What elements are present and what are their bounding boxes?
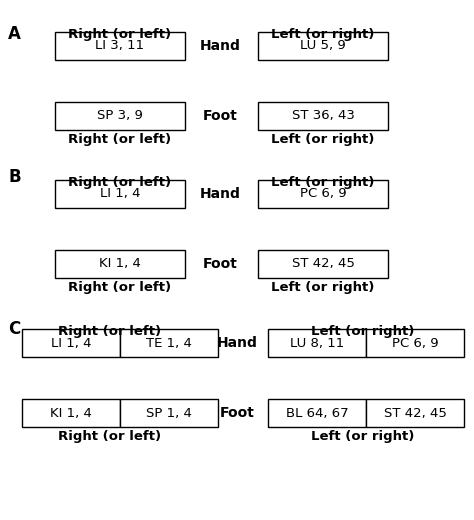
FancyBboxPatch shape (55, 32, 185, 60)
FancyBboxPatch shape (258, 32, 388, 60)
Text: B: B (8, 168, 21, 186)
Text: Right (or left): Right (or left) (68, 133, 172, 146)
Text: Hand: Hand (217, 336, 257, 350)
Text: TE 1, 4: TE 1, 4 (146, 336, 192, 349)
FancyBboxPatch shape (366, 329, 464, 357)
Text: LU 8, 11: LU 8, 11 (290, 336, 344, 349)
FancyBboxPatch shape (268, 399, 366, 427)
Text: LI 1, 4: LI 1, 4 (100, 188, 140, 201)
Text: Hand: Hand (200, 187, 240, 201)
Text: Left (or right): Left (or right) (271, 176, 374, 189)
Text: PC 6, 9: PC 6, 9 (392, 336, 438, 349)
FancyBboxPatch shape (120, 329, 218, 357)
Text: Left (or right): Left (or right) (271, 28, 374, 41)
Text: ST 42, 45: ST 42, 45 (383, 407, 447, 420)
FancyBboxPatch shape (258, 180, 388, 208)
Text: Left (or right): Left (or right) (271, 133, 374, 146)
Text: KI 1, 4: KI 1, 4 (50, 407, 92, 420)
Text: A: A (8, 25, 21, 43)
Text: KI 1, 4: KI 1, 4 (99, 257, 141, 270)
Text: Right (or left): Right (or left) (68, 281, 172, 294)
Text: Right (or left): Right (or left) (68, 28, 172, 41)
Text: Foot: Foot (219, 406, 255, 420)
FancyBboxPatch shape (55, 102, 185, 130)
FancyBboxPatch shape (366, 399, 464, 427)
FancyBboxPatch shape (22, 399, 120, 427)
Text: SP 1, 4: SP 1, 4 (146, 407, 192, 420)
Text: Foot: Foot (202, 257, 237, 271)
Text: Right (or left): Right (or left) (58, 430, 162, 443)
Text: LI 3, 11: LI 3, 11 (95, 40, 145, 53)
Text: Hand: Hand (200, 39, 240, 53)
Text: LU 5, 9: LU 5, 9 (300, 40, 346, 53)
Text: PC 6, 9: PC 6, 9 (300, 188, 346, 201)
FancyBboxPatch shape (55, 180, 185, 208)
Text: BL 64, 67: BL 64, 67 (286, 407, 348, 420)
Text: Right (or left): Right (or left) (68, 176, 172, 189)
FancyBboxPatch shape (55, 250, 185, 278)
Text: SP 3, 9: SP 3, 9 (97, 110, 143, 123)
Text: LI 1, 4: LI 1, 4 (51, 336, 91, 349)
Text: ST 36, 43: ST 36, 43 (292, 110, 355, 123)
FancyBboxPatch shape (120, 399, 218, 427)
Text: Right (or left): Right (or left) (58, 325, 162, 338)
Text: C: C (8, 320, 20, 338)
Text: Left (or right): Left (or right) (311, 430, 415, 443)
Text: ST 42, 45: ST 42, 45 (292, 257, 355, 270)
FancyBboxPatch shape (258, 250, 388, 278)
Text: Left (or right): Left (or right) (271, 281, 374, 294)
Text: Foot: Foot (202, 109, 237, 123)
FancyBboxPatch shape (268, 329, 366, 357)
FancyBboxPatch shape (258, 102, 388, 130)
Text: Left (or right): Left (or right) (311, 325, 415, 338)
FancyBboxPatch shape (22, 329, 120, 357)
